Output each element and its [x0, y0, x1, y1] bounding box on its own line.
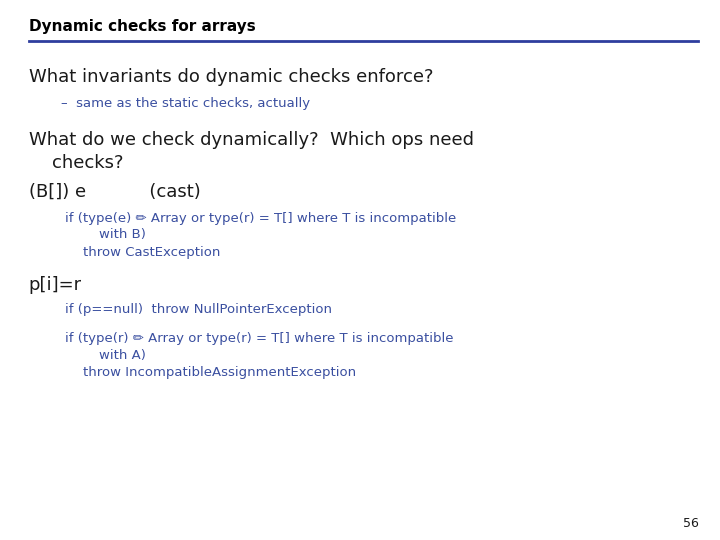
Text: 56: 56 — [683, 517, 698, 530]
Text: throw CastException: throw CastException — [83, 246, 220, 259]
Text: –  same as the static checks, actually: – same as the static checks, actually — [61, 97, 310, 110]
Text: if (p==null)  throw NullPointerException: if (p==null) throw NullPointerException — [65, 303, 332, 316]
Text: Dynamic checks for arrays: Dynamic checks for arrays — [29, 19, 256, 34]
Text: p[i]=r: p[i]=r — [29, 276, 82, 294]
Text: if (type(r) ✏ Array or type(r) = T[] where T is incompatible
        with A): if (type(r) ✏ Array or type(r) = T[] whe… — [65, 332, 454, 362]
Text: What invariants do dynamic checks enforce?: What invariants do dynamic checks enforc… — [29, 68, 433, 85]
Text: (B[]) e           (cast): (B[]) e (cast) — [29, 183, 201, 200]
Text: if (type(e) ✏ Array or type(r) = T[] where T is incompatible
        with B): if (type(e) ✏ Array or type(r) = T[] whe… — [65, 212, 456, 241]
Text: throw IncompatibleAssignmentException: throw IncompatibleAssignmentException — [83, 366, 356, 379]
Text: What do we check dynamically?  Which ops need
    checks?: What do we check dynamically? Which ops … — [29, 131, 474, 172]
